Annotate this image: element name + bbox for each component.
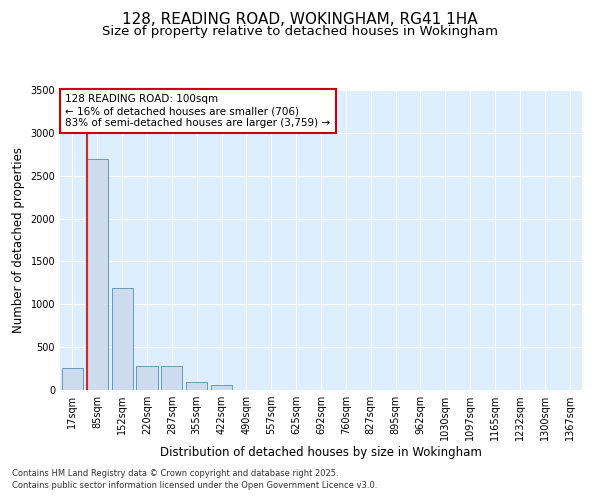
Text: Contains HM Land Registry data © Crown copyright and database right 2025.: Contains HM Land Registry data © Crown c… [12,468,338,477]
Bar [186,382,207,390]
Bar [136,366,158,390]
Text: 128, READING ROAD, WOKINGHAM, RG41 1HA: 128, READING ROAD, WOKINGHAM, RG41 1HA [122,12,478,28]
Bar [87,158,108,390]
Bar [112,288,133,390]
Bar [211,386,232,390]
Y-axis label: Number of detached properties: Number of detached properties [12,147,25,333]
Text: 128 READING ROAD: 100sqm
← 16% of detached houses are smaller (706)
83% of semi-: 128 READING ROAD: 100sqm ← 16% of detach… [65,94,331,128]
Text: Contains public sector information licensed under the Open Government Licence v3: Contains public sector information licen… [12,481,377,490]
Bar [161,366,182,390]
X-axis label: Distribution of detached houses by size in Wokingham: Distribution of detached houses by size … [160,446,482,459]
Bar [62,368,83,390]
Text: Size of property relative to detached houses in Wokingham: Size of property relative to detached ho… [102,25,498,38]
